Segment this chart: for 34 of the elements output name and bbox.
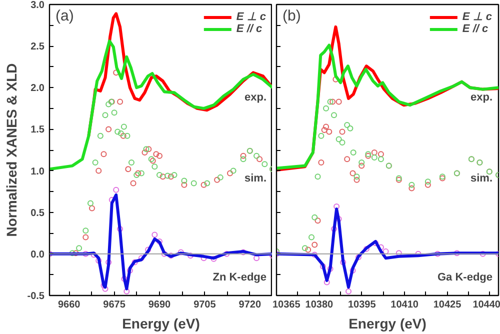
y-tick-label: 1.5 <box>30 124 45 136</box>
x-tick-label: 10440 <box>472 300 500 310</box>
y-tick-label: 2.5 <box>30 42 45 53</box>
y-tick-label: 3.0 <box>30 0 45 11</box>
x-tick-label: 9660 <box>58 300 81 310</box>
y-tick-label: 1.0 <box>30 166 45 178</box>
x-tick-label: 9675 <box>103 300 126 310</box>
y-tick-label: 0.5 <box>30 208 45 219</box>
annotation: Zn K-edge <box>212 272 267 284</box>
y-tick-label: -0.5 <box>27 291 45 302</box>
y-tick-label: 2.0 <box>30 83 45 94</box>
x-tick-label: 10425 <box>433 300 462 310</box>
legend-label: E // c <box>236 23 262 35</box>
legend-label: E // c <box>462 23 488 35</box>
chart-title: (a) <box>56 8 74 24</box>
annotation: sim. <box>244 172 267 185</box>
chart-title: (b) <box>282 8 301 24</box>
annotation: exp. <box>244 91 267 104</box>
annotation: Ga K-edge <box>437 272 493 284</box>
x-tick-label: 10365 <box>272 300 301 310</box>
x-tick-label: 10380 <box>305 300 334 310</box>
annotation: sim. <box>470 172 493 185</box>
x-tick-label: 9705 <box>194 300 216 310</box>
x-tick-label: 10410 <box>390 300 419 310</box>
legend-label: E ⊥ c <box>236 10 266 23</box>
y-axis-title: Normalized XANES & XLD <box>3 63 20 237</box>
legend-label: E ⊥ c <box>462 10 492 23</box>
x-tick-label: 9720 <box>238 300 262 310</box>
y-tick-label: 0.0 <box>30 249 45 260</box>
x-tick-label: 10395 <box>348 300 376 310</box>
x-axis-title: Energy (eV) <box>122 316 200 332</box>
x-axis-title: Energy (eV) <box>348 316 426 332</box>
x-tick-label: 9690 <box>148 300 172 310</box>
annotation: exp. <box>470 91 493 104</box>
